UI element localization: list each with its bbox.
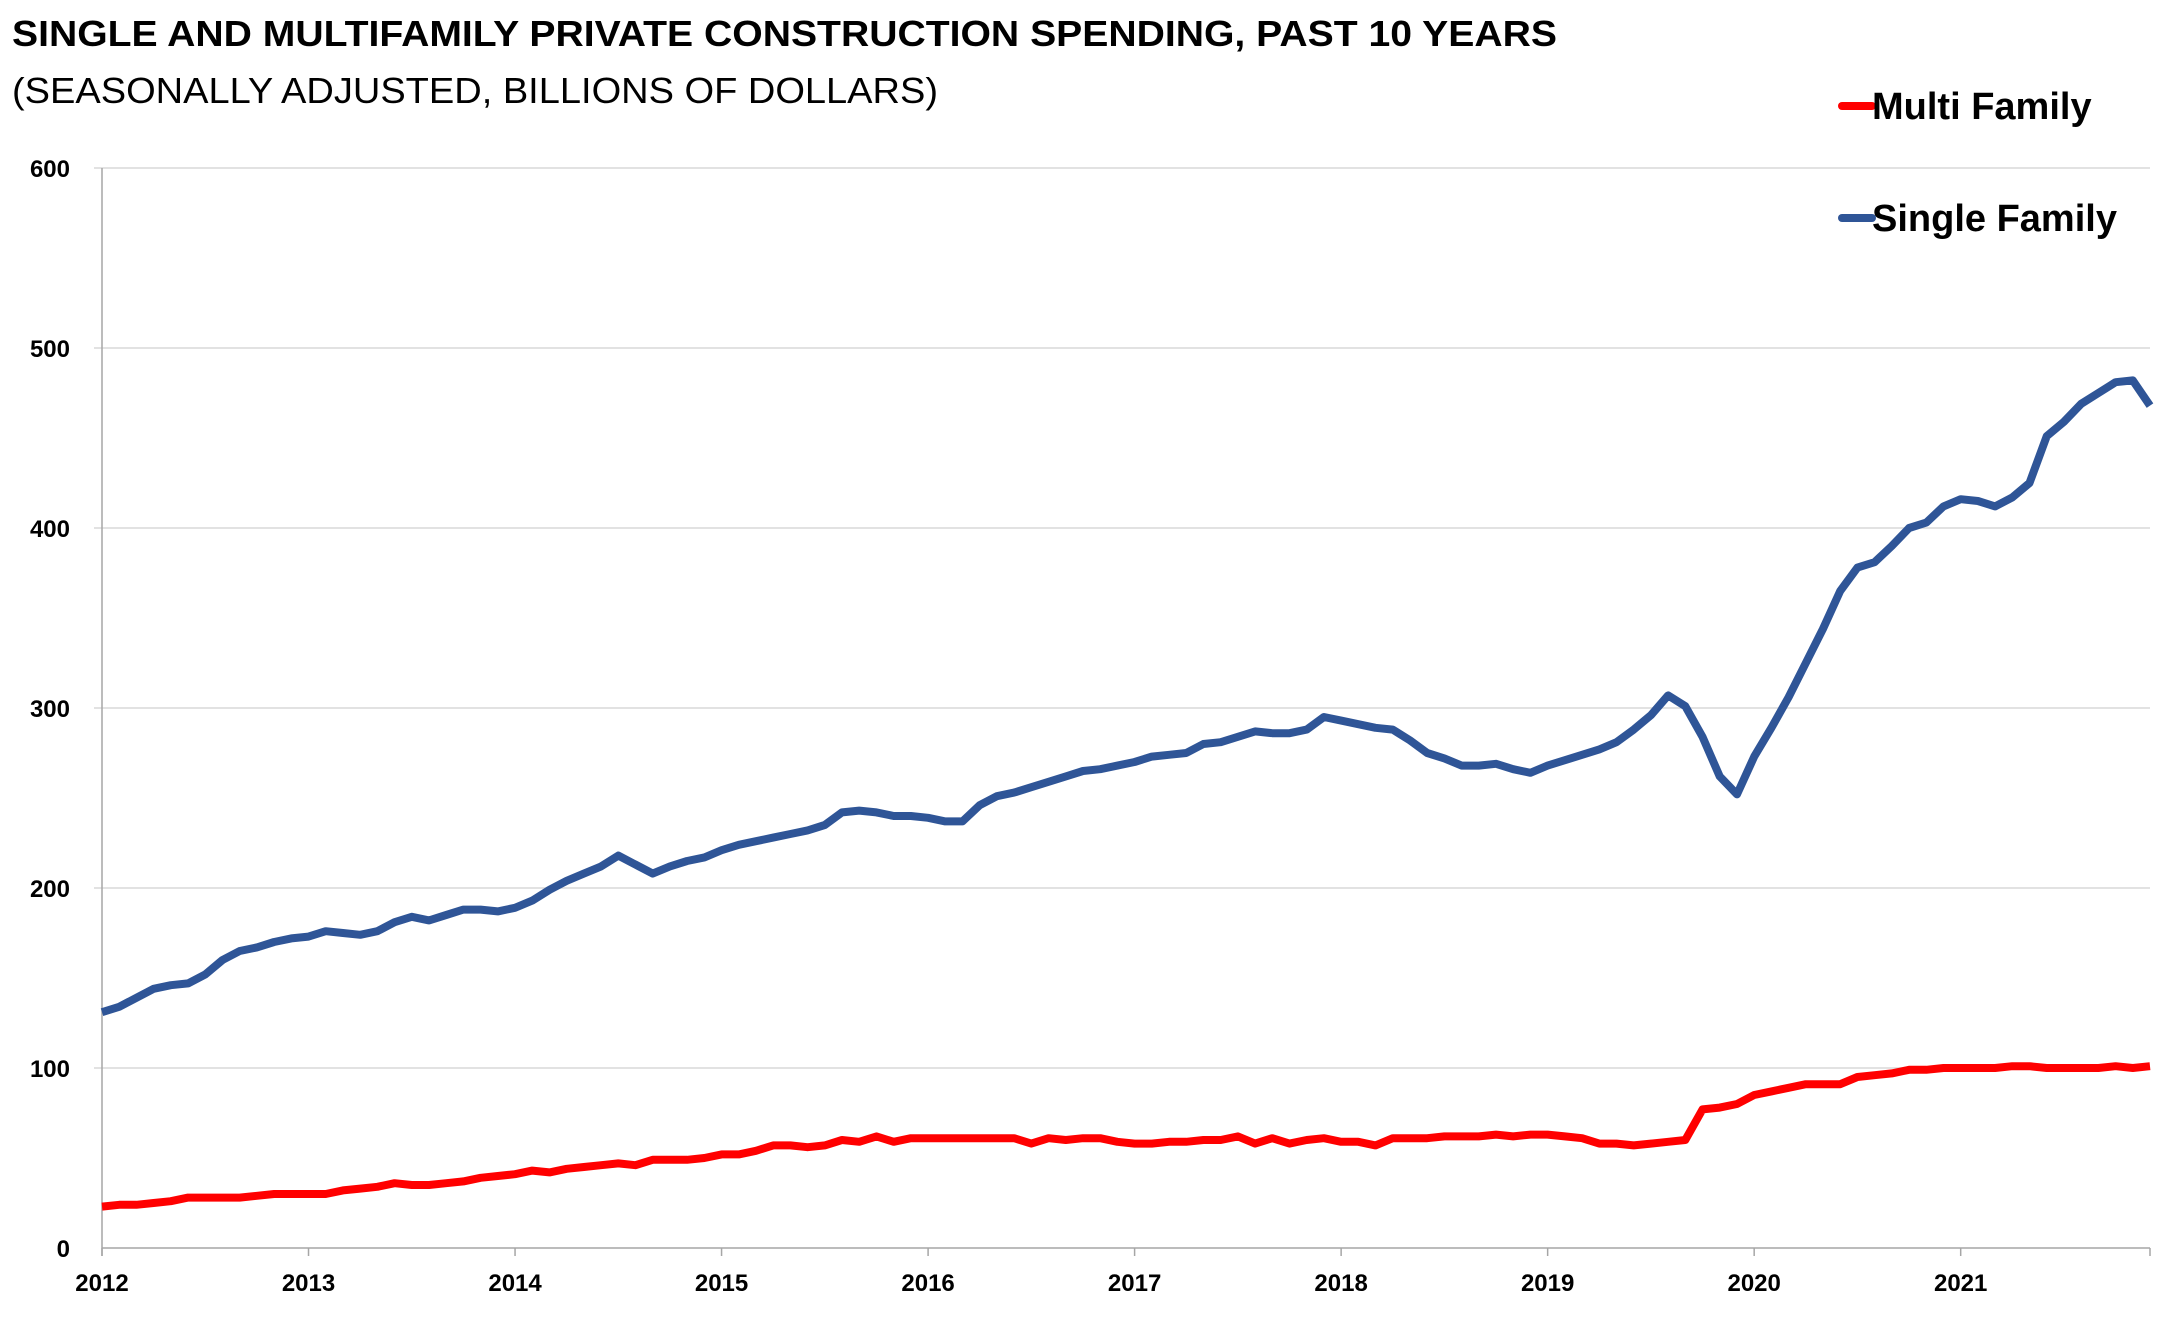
- y-tick-label: 500: [30, 336, 70, 363]
- x-tick-label: 2019: [1521, 1270, 1574, 1297]
- x-tick-label: 2014: [488, 1270, 542, 1297]
- y-tick-label: 600: [30, 156, 70, 183]
- x-tick-label: 2013: [282, 1270, 335, 1297]
- x-tick-label: 2018: [1314, 1270, 1367, 1297]
- chart-subtitle: (SEASONALLY ADJUSTED, BILLIONS OF DOLLAR…: [12, 70, 938, 111]
- y-tick-label: 300: [30, 696, 70, 723]
- series-lines: [100, 376, 2154, 1211]
- gridlines: [94, 167, 2150, 1256]
- y-tick-label: 100: [30, 1056, 70, 1083]
- legend: Multi Family Single Family: [1838, 86, 2117, 240]
- x-axis-ticks: 2012 2013 2014 2015 2016 2017 2018 2019 2020 2021: [75, 1248, 2151, 1297]
- series-line-multi-family: [101, 1062, 2151, 1211]
- x-tick-label: 2020: [1727, 1270, 1780, 1297]
- chart-title: SINGLE AND MULTIFAMILY PRIVATE CONSTRUCT…: [12, 13, 1557, 54]
- y-axis-ticks: 0 100 200 300 400 500 600: [30, 156, 70, 1263]
- x-tick-label: 2012: [75, 1270, 128, 1297]
- x-tick-label: 2015: [695, 1270, 748, 1297]
- y-tick-label: 200: [30, 876, 70, 903]
- y-tick-label: 0: [57, 1236, 70, 1263]
- legend-label-single-family: Single Family: [1872, 198, 2117, 240]
- x-tick-label: 2016: [901, 1270, 954, 1297]
- y-tick-label: 400: [30, 516, 70, 543]
- legend-label-multi-family: Multi Family: [1872, 86, 2092, 128]
- x-tick-label: 2021: [1934, 1270, 1987, 1297]
- x-tick-label: 2017: [1108, 1270, 1161, 1297]
- series-line-single-family: [100, 376, 2154, 1017]
